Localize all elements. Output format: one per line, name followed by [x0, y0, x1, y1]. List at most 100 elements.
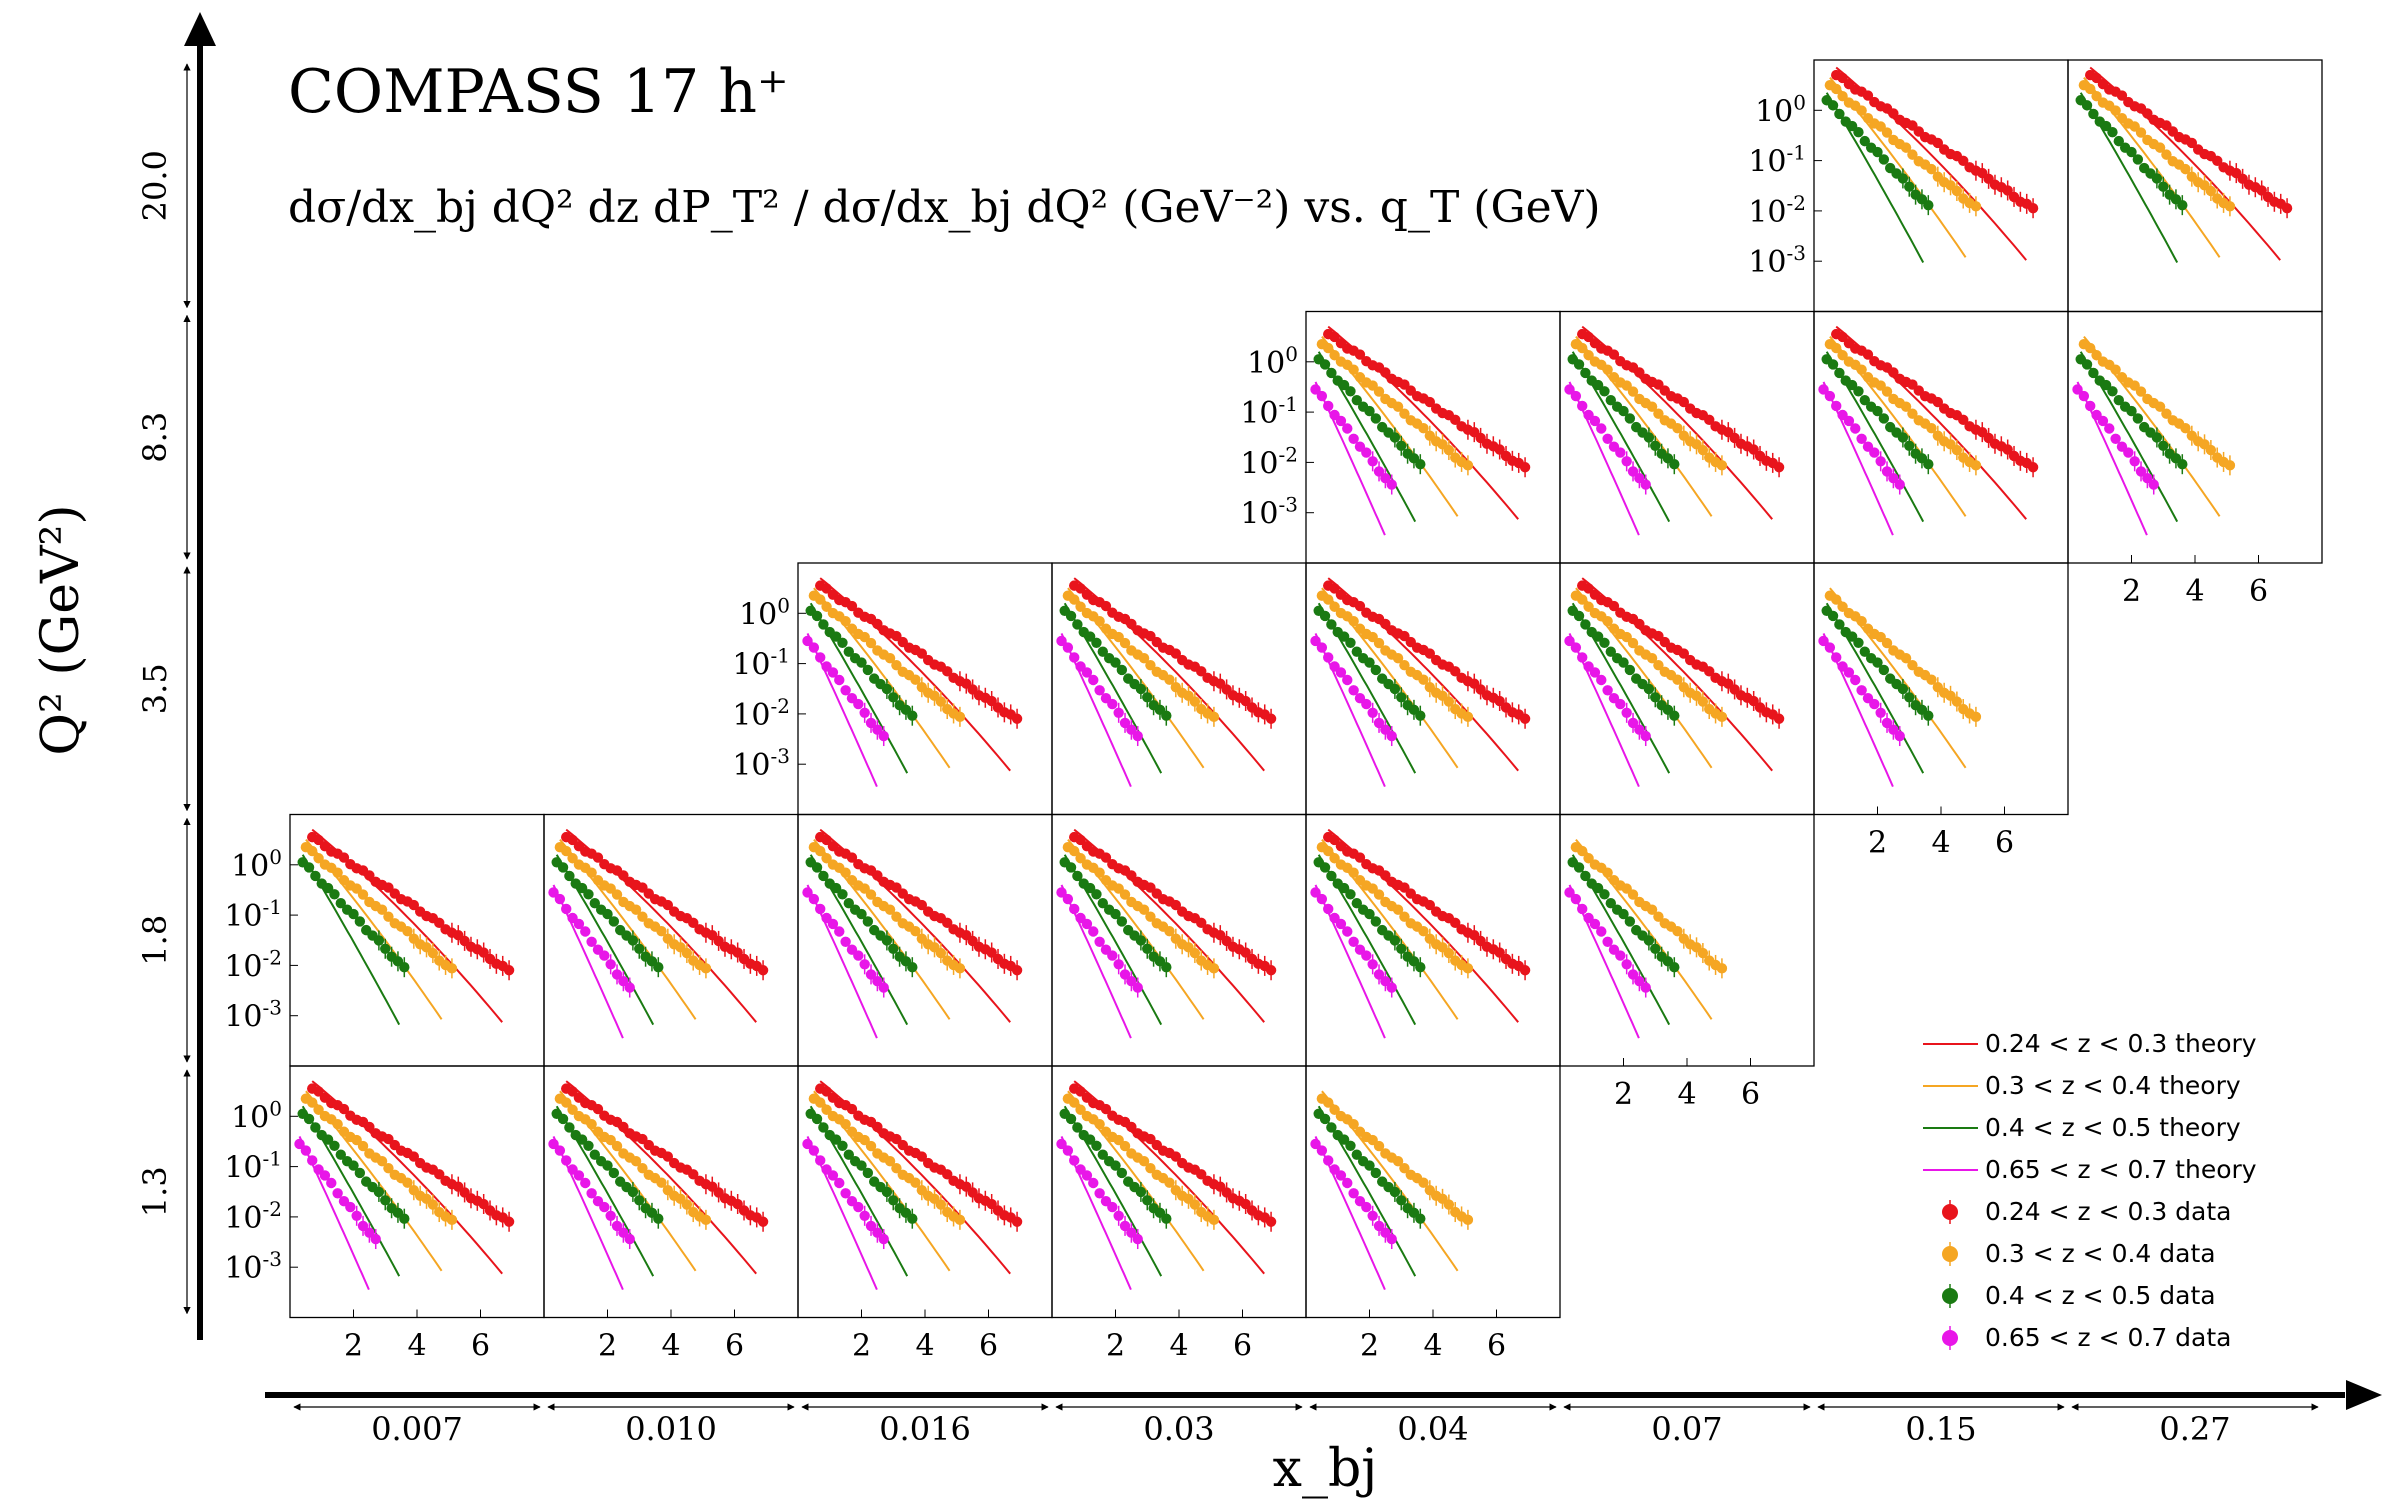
data-point	[1669, 961, 1680, 973]
data-point	[1862, 90, 1874, 101]
data-point	[1342, 1177, 1353, 1189]
data-point	[402, 1177, 413, 1188]
data-point	[1069, 594, 1080, 605]
data-point	[1878, 413, 1890, 424]
q2bin-label: 1.8	[136, 915, 174, 966]
data-point	[843, 897, 854, 909]
data-point	[1348, 1188, 1359, 1199]
data-point	[1859, 646, 1871, 657]
data-point	[1361, 447, 1372, 458]
data-point	[1170, 648, 1182, 659]
data-point	[1097, 1149, 1109, 1160]
data-point	[1415, 1213, 1426, 1224]
data-point	[1669, 710, 1680, 721]
data-point	[1119, 1220, 1131, 1232]
panel: 100 10-1 10-2 10-3	[224, 813, 545, 1067]
y-tick-exponent: -2	[771, 694, 790, 718]
x-tick-label: 4	[407, 1329, 426, 1364]
data-point	[1335, 918, 1347, 930]
data-point	[1132, 1233, 1143, 1245]
data-point	[1329, 853, 1340, 864]
data-point	[1672, 674, 1683, 685]
data-point	[1364, 405, 1375, 417]
data-point	[1094, 936, 1105, 948]
data-point	[2148, 479, 2159, 490]
x-tick-label: 2	[852, 1329, 871, 1364]
data-point	[846, 600, 858, 612]
data-point	[1926, 674, 1937, 685]
data-point	[815, 903, 826, 915]
data-point	[2126, 146, 2137, 158]
data-point	[580, 926, 591, 937]
data-point	[1888, 108, 1899, 119]
data-point	[313, 1086, 324, 1097]
data-point	[1862, 349, 1874, 360]
data-point	[821, 834, 832, 846]
legend-label: 0.65 < z < 0.7 data	[1985, 1323, 2231, 1352]
data-point	[1653, 659, 1664, 671]
y-tick-label: 100	[1247, 342, 1298, 381]
data-point	[1850, 674, 1861, 686]
data-point	[1345, 1140, 1356, 1151]
data-point	[907, 710, 918, 721]
data-point	[1669, 458, 1680, 470]
data-point	[1615, 950, 1626, 961]
y-tick-exponent: 0	[777, 593, 790, 617]
data-point	[1577, 903, 1588, 915]
data-point	[1316, 1145, 1328, 1156]
data-point	[1094, 1188, 1105, 1199]
q2bin-label: 3.5	[136, 663, 174, 714]
data-point	[1602, 433, 1613, 445]
data-point	[1869, 698, 1880, 710]
x-tick-label: 2	[2122, 574, 2141, 609]
data-point	[1373, 637, 1385, 649]
data-point	[1624, 664, 1636, 676]
data-point	[1065, 1113, 1077, 1125]
xbin-label: 0.07	[1651, 1410, 1722, 1448]
data-point	[1088, 1177, 1099, 1189]
data-point	[1904, 440, 1915, 451]
data-point	[878, 982, 889, 993]
data-point	[2072, 384, 2083, 395]
legend-label: 0.4 < z < 0.5 theory	[1985, 1113, 2241, 1142]
data-point	[1418, 925, 1429, 937]
data-point	[364, 1227, 375, 1238]
data-point	[1926, 422, 1937, 434]
data-point	[1605, 394, 1617, 406]
data-point	[1392, 652, 1404, 664]
data-point	[865, 717, 877, 729]
data-point	[561, 845, 572, 857]
data-point	[1370, 916, 1382, 927]
data-point	[1923, 199, 1934, 211]
data-point	[1443, 1199, 1455, 1210]
data-point	[608, 1167, 620, 1179]
data-point	[1065, 862, 1077, 873]
data-point	[348, 1160, 359, 1171]
data-point	[1853, 127, 1864, 138]
data-point	[1240, 947, 1251, 958]
data-point	[2081, 359, 2093, 370]
data-point	[821, 583, 832, 594]
data-point	[1364, 908, 1375, 920]
data-point	[1583, 350, 1594, 361]
data-point	[1399, 408, 1410, 419]
data-point	[811, 1113, 823, 1125]
data-point	[427, 1199, 439, 1210]
data-point	[1065, 610, 1077, 622]
data-point	[2107, 127, 2118, 138]
data-point	[618, 870, 629, 881]
data-point	[2135, 466, 2147, 477]
data-point	[1323, 400, 1334, 412]
data-point	[2088, 367, 2099, 379]
data-point	[1716, 711, 1728, 723]
data-point	[1380, 367, 1391, 378]
xbin-label: 0.007	[371, 1410, 463, 1448]
data-point	[1570, 893, 1582, 905]
y-tick-exponent: -2	[263, 1197, 282, 1221]
data-point	[1573, 359, 1585, 370]
data-point	[1316, 893, 1328, 905]
data-point	[307, 1155, 318, 1166]
data-point	[688, 1169, 699, 1180]
data-point	[332, 867, 343, 878]
data-point	[2110, 105, 2121, 116]
